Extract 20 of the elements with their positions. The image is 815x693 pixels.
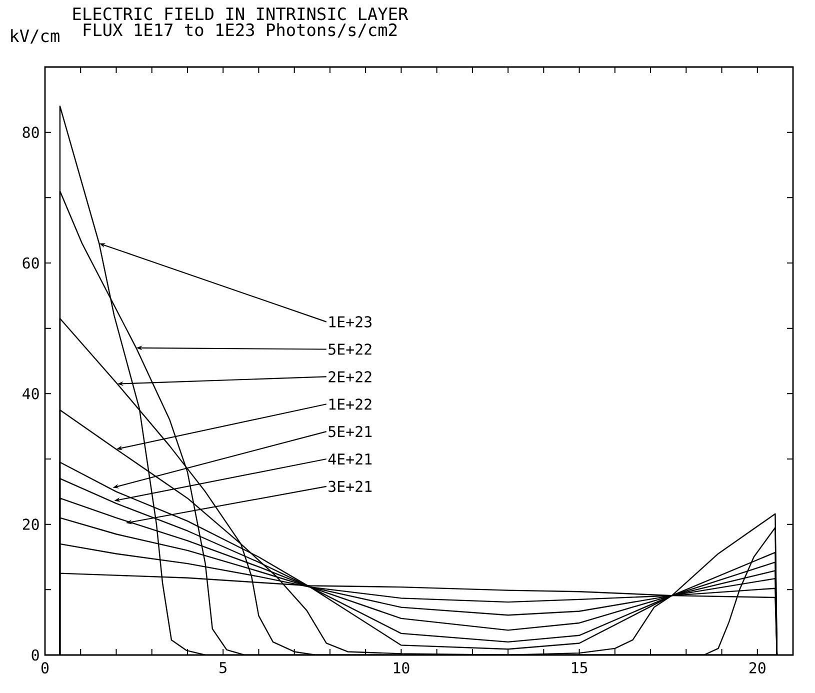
y-tick-label: 40 [22, 388, 39, 400]
annotation: 3E+21 [328, 480, 372, 492]
y-tick-label: 0 [32, 649, 39, 661]
x-tick-label: 20 [750, 662, 766, 674]
annotation: 5E+22 [328, 344, 372, 355]
annotation: 1E+22 [329, 398, 372, 410]
annotation: 5E+21 [328, 426, 372, 438]
x-tick-label: 5 [220, 662, 226, 674]
y-tick-label: 80 [22, 126, 39, 138]
y-axis-title: kV/cm [11, 29, 60, 44]
y-tick-label: 20 [22, 518, 39, 530]
chart-subtitle: FLUX 1E17 to 1E23 Photons/s/cm2 [84, 23, 397, 38]
annotation: 2E+22 [328, 371, 372, 382]
x-tick-label: 10 [394, 662, 410, 674]
annotation: 4E+21 [328, 453, 372, 465]
annotation: 1E+23 [329, 316, 372, 328]
x-tick-label: 0 [41, 662, 49, 674]
x-tick-label: 15 [572, 662, 588, 674]
chart-title: ELECTRIC FIELD IN INTRINSIC LAYER [73, 7, 408, 20]
y-tick-label: 60 [22, 257, 39, 269]
